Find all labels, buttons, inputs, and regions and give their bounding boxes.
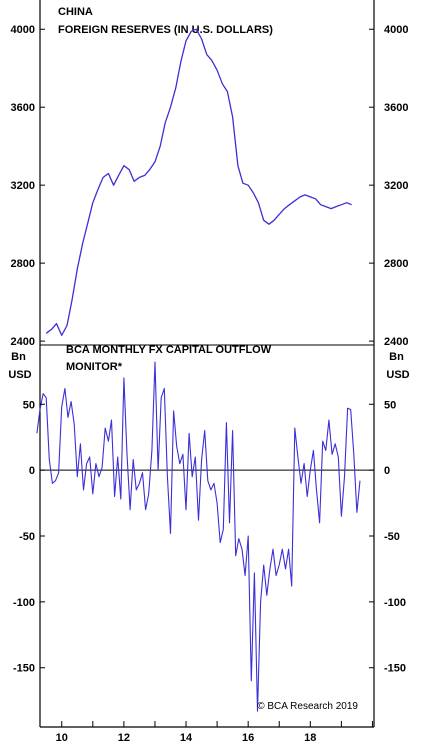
bottom-y-tick-label-right: 0 — [384, 465, 390, 477]
top-y-tick-label-right: 3600 — [384, 102, 408, 114]
top-y-tick-label-left: 3200 — [11, 180, 35, 192]
axis-ticks: 4000 4000 3600 3600 3200 3200 2800 2800 2400 2400… — [11, 24, 409, 744]
x-tick-label: 12 — [118, 732, 130, 744]
bottom-y-tick-label-left: -100 — [13, 597, 35, 609]
bottom-panel-title-line2: MONITOR* — [66, 361, 123, 373]
left-unit-line2: USD — [8, 369, 31, 381]
x-tick-label: 14 — [180, 732, 193, 744]
top-y-tick-label-left: 2800 — [11, 258, 35, 270]
top-panel-subtitle: FOREIGN RESERVES (IN U.S. DOLLARS) — [58, 24, 273, 36]
top-y-tick-label-right: 2800 — [384, 258, 408, 270]
top-y-tick-label-left: 2400 — [11, 336, 35, 348]
x-tick-label: 18 — [304, 732, 316, 744]
bottom-y-tick-label-left: 0 — [29, 465, 35, 477]
top-y-tick-label-left: 4000 — [11, 24, 35, 36]
bottom-y-tick-label-left: -50 — [19, 531, 35, 543]
bottom-y-tick-label-right: -150 — [384, 663, 406, 675]
right-unit-line2: USD — [386, 369, 409, 381]
bottom-y-tick-label-left: -150 — [13, 663, 35, 675]
top-panel-title: CHINA — [58, 6, 93, 18]
reserves-series-line — [45, 28, 352, 336]
left-unit-line1: Bn — [11, 351, 26, 363]
bottom-panel-title: BCA MONTHLY FX CAPITAL OUTFLOW MONITOR* — [66, 344, 274, 373]
top-y-tick-label-right: 4000 — [384, 24, 408, 36]
right-unit-label: Bn USD — [386, 351, 409, 381]
x-tick-label: 16 — [242, 732, 254, 744]
outflow-series-line — [36, 361, 361, 712]
top-y-tick-label-right: 3200 — [384, 180, 408, 192]
top-y-tick-label-left: 3600 — [11, 102, 35, 114]
top-y-tick-label-right: 2400 — [384, 336, 408, 348]
left-unit-label: Bn USD — [8, 351, 31, 381]
bottom-y-tick-label-right: -50 — [384, 531, 400, 543]
x-tick-label: 10 — [56, 732, 68, 744]
copyright-annotation: © BCA Research 2019 — [257, 701, 358, 712]
bottom-y-tick-label-right: -100 — [384, 597, 406, 609]
bottom-panel-title-line1: BCA MONTHLY FX CAPITAL OUTFLOW — [66, 344, 272, 356]
right-unit-line1: Bn — [389, 351, 404, 363]
bottom-y-tick-label-right: 50 — [384, 399, 396, 411]
bottom-y-tick-label-left: 50 — [23, 399, 35, 411]
